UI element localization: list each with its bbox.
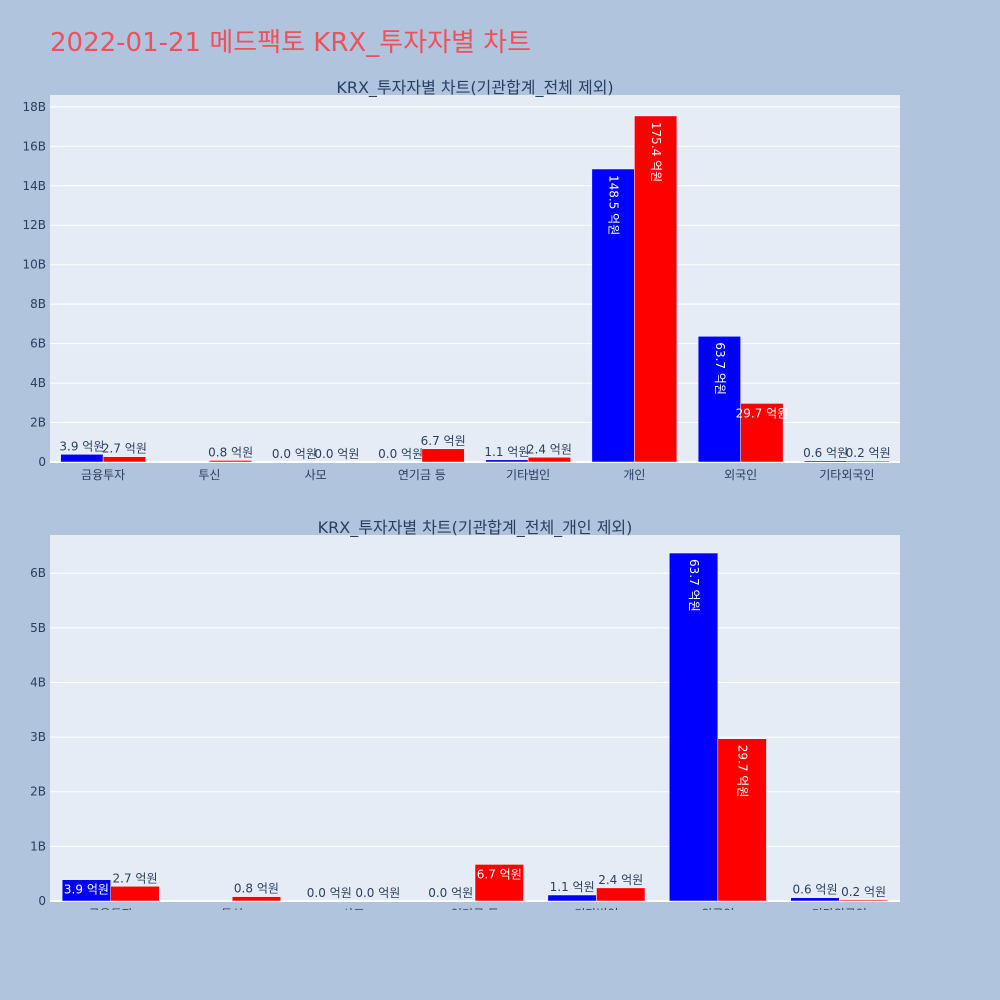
data-label: 0.0 억원 <box>378 447 423 461</box>
bar <box>60 454 104 463</box>
x-tick-label: 금융투자 <box>81 468 125 482</box>
x-tick-label: 기타외국인 <box>812 907 867 910</box>
bar <box>839 899 889 902</box>
x-tick-label: 개인 <box>623 468 645 482</box>
bar <box>740 403 784 463</box>
x-tick-label: 투신 <box>198 468 220 482</box>
bar <box>596 887 646 902</box>
x-tick-label: 기타법인 <box>506 468 550 482</box>
data-label: 29.7 억원 <box>736 406 789 420</box>
data-label: 6.7 억원 <box>421 434 466 448</box>
bar <box>102 456 146 463</box>
data-label: 0.0 억원 <box>355 886 400 900</box>
bar <box>421 448 465 463</box>
bar <box>634 115 678 463</box>
bar <box>527 457 571 463</box>
data-label: 6.7 억원 <box>477 867 522 881</box>
bar <box>804 460 848 463</box>
data-label: 0.8 억원 <box>208 445 253 459</box>
x-tick-label: 사모 <box>343 907 365 910</box>
page-title: 2022-01-21 메드팩토 KRX_투자자별 차트 <box>50 28 532 58</box>
data-label: 0.6 억원 <box>803 446 848 460</box>
y-tick-label: 5B <box>30 621 46 635</box>
y-tick-label: 4B <box>30 376 46 390</box>
bar <box>697 336 741 463</box>
y-tick-label: 8B <box>30 297 46 311</box>
y-tick-label: 1B <box>30 839 46 853</box>
x-tick-label: 기타외국인 <box>819 468 874 482</box>
y-tick-label: 6B <box>30 337 46 351</box>
bar <box>110 886 160 902</box>
y-tick-label: 2B <box>30 416 46 430</box>
y-tick-label: 0 <box>38 455 46 469</box>
chart-top: KRX_투자자별 차트(기관합계_전체 제외) 0 2B 4B 6B 8B 10B 12B 14… <box>22 78 900 482</box>
data-label: 0.2 억원 <box>846 446 891 460</box>
y-tick-label: 0 <box>38 894 46 908</box>
bar <box>790 897 840 902</box>
data-label: 63.7 억원 <box>713 342 727 395</box>
data-label: 3.9 억원 <box>64 883 109 897</box>
x-tick-label: 외국인 <box>701 907 734 910</box>
x-tick-label: 연기금 등 <box>451 907 499 910</box>
plot-area <box>50 95 900 462</box>
data-label: 1.1 억원 <box>484 445 529 459</box>
bar <box>846 460 890 463</box>
bar <box>717 738 767 902</box>
x-tick-label: 외국인 <box>724 468 757 482</box>
data-label: 3.9 억원 <box>59 439 104 453</box>
data-label: 63.7 억원 <box>687 559 701 612</box>
chart-title: KRX_투자자별 차트(기관합계_전체_개인 제외) <box>318 518 633 538</box>
y-tick-label: 18B <box>22 100 46 114</box>
bar <box>669 552 719 902</box>
bar <box>485 459 529 463</box>
x-tick-label: 사모 <box>305 468 327 482</box>
y-tick-label: 12B <box>22 218 46 232</box>
data-label: 2.7 억원 <box>113 871 158 885</box>
data-label: 2.4 억원 <box>527 442 572 456</box>
data-label: 0.0 억원 <box>272 447 317 461</box>
bar <box>591 168 635 463</box>
bar <box>231 896 281 902</box>
y-tick-label: 2B <box>30 785 46 799</box>
chart-bottom: KRX_투자자별 차트(기관합계_전체_개인 제외) 0 1B 2B 3B 4B 5B 6B 금… <box>30 518 900 910</box>
data-label: 0.0 억원 <box>428 886 473 900</box>
data-label: 0.8 억원 <box>234 882 279 896</box>
data-label: 0.2 억원 <box>841 885 886 899</box>
x-tick-label: 투신 <box>221 907 243 910</box>
x-tick-label: 연기금 등 <box>398 468 446 482</box>
data-label: 148.5 억원 <box>607 175 621 235</box>
y-tick-label: 3B <box>30 730 46 744</box>
x-tick-label: 기타법인 <box>574 907 618 910</box>
data-label: 1.1 억원 <box>550 880 595 894</box>
data-label: 2.4 억원 <box>598 873 643 887</box>
bar <box>547 894 597 902</box>
data-label: 0.6 억원 <box>793 883 838 897</box>
y-tick-label: 4B <box>30 675 46 689</box>
data-label: 0.0 억원 <box>307 886 352 900</box>
data-label: 0.0 억원 <box>314 447 359 461</box>
y-tick-label: 16B <box>22 139 46 153</box>
x-tick-label: 금융투자 <box>89 907 133 910</box>
y-tick-label: 14B <box>22 179 46 193</box>
data-label: 2.7 억원 <box>102 442 147 456</box>
bar <box>209 460 253 463</box>
data-label: 29.7 억원 <box>736 745 750 798</box>
bar <box>474 864 524 902</box>
y-tick-label: 10B <box>22 258 46 272</box>
chart-title: KRX_투자자별 차트(기관합계_전체 제외) <box>336 78 613 98</box>
data-label: 175.4 억원 <box>649 122 663 182</box>
y-tick-label: 6B <box>30 566 46 580</box>
